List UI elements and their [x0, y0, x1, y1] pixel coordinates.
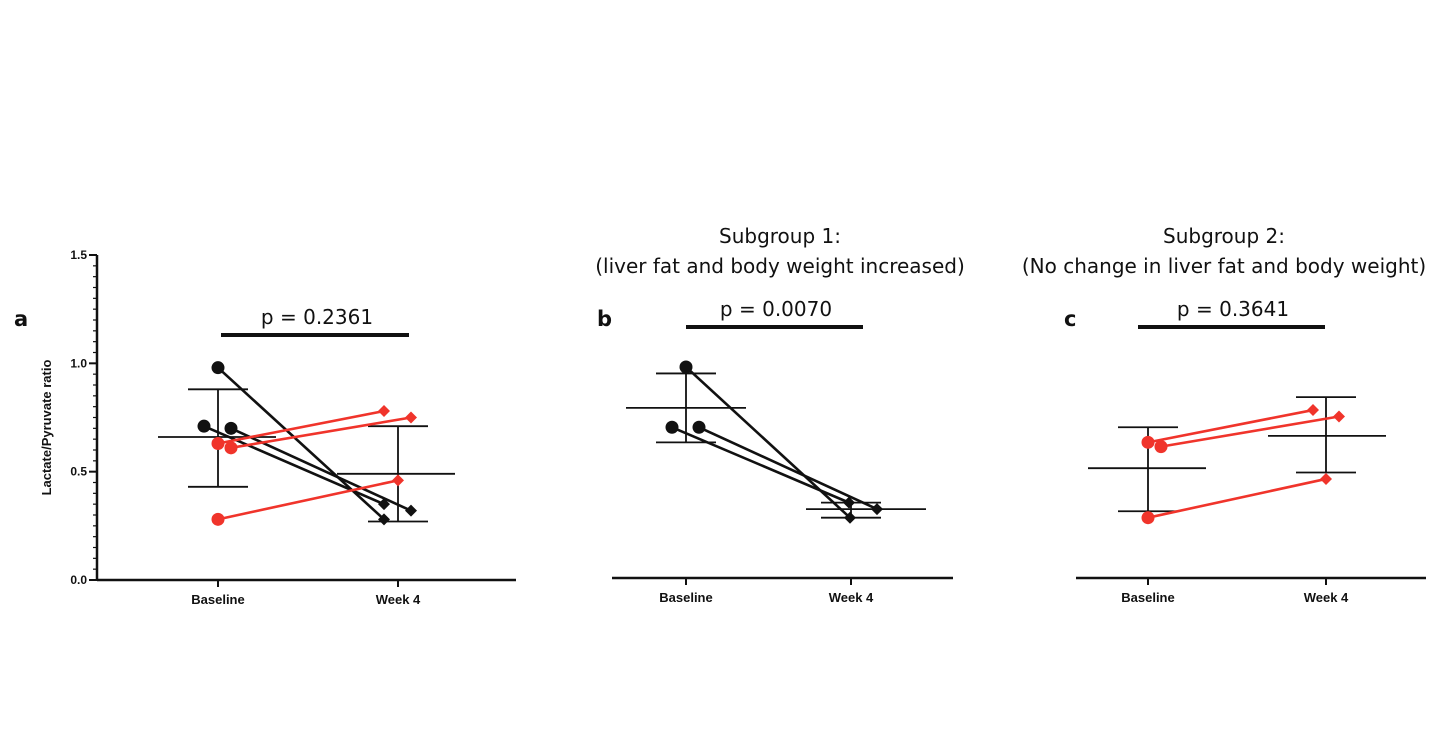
- panel-a: a p = 0.2361 Baseline Week 4 0.0 0.5 1.0 1.5 Lac…: [14, 248, 516, 607]
- p-value: p = 0.0070: [720, 297, 832, 321]
- panel-title-line: Subgroup 1:: [719, 224, 841, 248]
- panel-letter: c: [1064, 307, 1076, 331]
- baseline-point: [224, 421, 238, 435]
- week4-point: [871, 503, 883, 516]
- baseline-point: [211, 361, 225, 375]
- x-tick-label: Week 4: [376, 592, 421, 607]
- week4-point: [1320, 472, 1332, 485]
- baseline-point: [211, 512, 225, 526]
- week4-point: [378, 498, 390, 511]
- baseline-point: [211, 437, 225, 450]
- series-line: [217, 409, 385, 445]
- series-line: [1160, 415, 1340, 448]
- y-tick-label: 0.0: [70, 573, 87, 587]
- x-tick-label: Baseline: [191, 592, 244, 607]
- p-value: p = 0.3641: [1177, 297, 1289, 321]
- week4-point: [378, 513, 390, 526]
- p-value: p = 0.2361: [261, 305, 373, 329]
- y-tick-label: 1.5: [70, 248, 87, 262]
- x-tick-label: Week 4: [829, 590, 874, 605]
- week4-point: [1333, 410, 1345, 423]
- baseline-point: [692, 420, 706, 434]
- x-tick-label: Baseline: [659, 590, 712, 605]
- baseline-point: [665, 420, 679, 434]
- panel-title-line: Subgroup 2:: [1163, 224, 1285, 248]
- baseline-point: [1141, 511, 1155, 525]
- baseline-point: [1141, 435, 1155, 449]
- panel-title-line: (liver fat and body weight increased): [595, 254, 965, 278]
- panel-c: c Subgroup 2: (No change in liver fat and …: [1022, 224, 1426, 605]
- y-tick-label: 0.5: [70, 465, 87, 479]
- baseline-point: [197, 419, 211, 433]
- baseline-point: [679, 360, 693, 374]
- panel-letter: b: [597, 307, 612, 331]
- series-line: [671, 426, 850, 504]
- x-tick-label: Baseline: [1121, 590, 1174, 605]
- week4-point: [378, 405, 390, 417]
- baseline-point: [224, 441, 238, 455]
- y-tick-label: 1.0: [70, 356, 87, 370]
- panel-title-line: (No change in liver fat and body weight): [1022, 254, 1426, 278]
- series-line: [698, 426, 878, 511]
- week4-point: [405, 504, 417, 517]
- panel-letter: a: [14, 307, 28, 331]
- series-line: [1147, 408, 1314, 444]
- series-line: [230, 416, 412, 450]
- series-line: [217, 479, 399, 521]
- series-line: [217, 366, 385, 521]
- panel-b: b Subgroup 1: (liver fat and body weight i…: [595, 224, 965, 605]
- week4-point: [844, 511, 856, 524]
- week4-point: [843, 496, 855, 509]
- x-tick-label: Week 4: [1304, 590, 1349, 605]
- baseline-point: [1154, 440, 1168, 454]
- week4-point: [392, 474, 404, 487]
- week4-point: [405, 411, 417, 424]
- week4-point: [1307, 404, 1319, 417]
- series-line: [1147, 477, 1327, 519]
- y-axis-label: Lactate/Pyruvate ratio: [39, 360, 54, 496]
